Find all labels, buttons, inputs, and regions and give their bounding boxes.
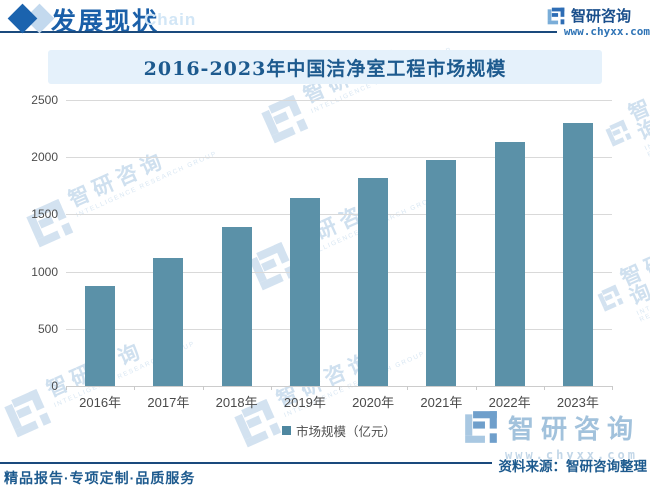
- diamond-icon: [7, 3, 38, 34]
- legend-label: 市场规模（亿元）: [295, 425, 396, 439]
- x-axis-tick: [202, 386, 204, 390]
- y-axis-label: 2500: [31, 93, 58, 107]
- x-axis-label: 2018年: [215, 395, 258, 410]
- data-source: 资料来源：智研咨询整理: [498, 459, 648, 474]
- brand-url: www.chyxx.com: [563, 25, 650, 38]
- footer-divider: [0, 462, 492, 464]
- section-subtitle-watermark: Chain: [144, 10, 197, 29]
- brand-logo-top: 智研咨询: [546, 5, 631, 26]
- x-axis-tick: [612, 386, 613, 390]
- gridline-1500: [66, 214, 612, 216]
- x-axis-label: 2019年: [283, 395, 326, 410]
- bar-2016年: [85, 285, 116, 386]
- bar-2021年: [426, 160, 457, 386]
- legend-swatch: [281, 426, 291, 435]
- chart-title-strip: 2016-2023年中国洁净室工程市场规模: [48, 50, 602, 84]
- gridline-1000: [66, 271, 612, 273]
- x-axis-label: 2023年: [556, 395, 599, 410]
- bar-2020年: [358, 177, 389, 386]
- x-axis-label: 2022年: [488, 395, 531, 410]
- y-axis-label: 2000: [31, 150, 58, 165]
- bar-2017年: [153, 258, 184, 386]
- y-axis-label: 0: [51, 379, 58, 393]
- x-axis-label: 2020年: [352, 395, 395, 410]
- zhiyan-logo-icon: [465, 411, 497, 443]
- y-axis-label: 500: [37, 321, 58, 336]
- x-axis-tick: [66, 386, 67, 390]
- x-axis-tick: [475, 386, 477, 390]
- x-axis-tick: [270, 386, 272, 390]
- bar-2023年: [562, 122, 593, 386]
- header: 发展现状 Chain 智研咨询 www.chyxx.com: [0, 0, 650, 48]
- x-axis-tick: [134, 386, 136, 390]
- footer-services: 精品报告·专项定制·品质服务: [4, 470, 196, 486]
- chart-legend: 市场规模（亿元）: [66, 421, 612, 440]
- bar-2018年: [221, 226, 252, 386]
- zhiyan-logo-icon: [547, 7, 565, 24]
- gridline-2000: [66, 157, 612, 159]
- x-axis-tick: [339, 386, 340, 390]
- x-axis-label: 2021年: [420, 395, 463, 410]
- x-axis-label: 2016年: [79, 395, 122, 410]
- brand-logo-bottom: 智研咨询: [462, 408, 640, 446]
- y-axis-label: 1000: [31, 264, 58, 279]
- chart-title: 2016-2023年中国洁净室工程市场规模: [143, 57, 507, 80]
- gridline-500: [66, 328, 612, 330]
- bar-2022年: [494, 141, 525, 386]
- bar-chart-plot: 0 500 1000 1500 2000 2500 2016年 2017年 2018年 2019年…: [31, 93, 613, 410]
- x-axis-tick: [543, 386, 545, 390]
- x-axis-label: 2017年: [147, 395, 190, 410]
- y-axis-label: 1500: [31, 207, 58, 222]
- brand-url-watermark: www.chyxx.com: [505, 448, 638, 462]
- brand-name: 智研咨询: [571, 8, 632, 25]
- x-axis-tick: [407, 386, 409, 390]
- header-divider: [0, 31, 557, 33]
- gridline-2500: [66, 100, 612, 101]
- bar-2019年: [289, 197, 320, 386]
- brand-name-watermark: 智研咨询: [508, 413, 641, 444]
